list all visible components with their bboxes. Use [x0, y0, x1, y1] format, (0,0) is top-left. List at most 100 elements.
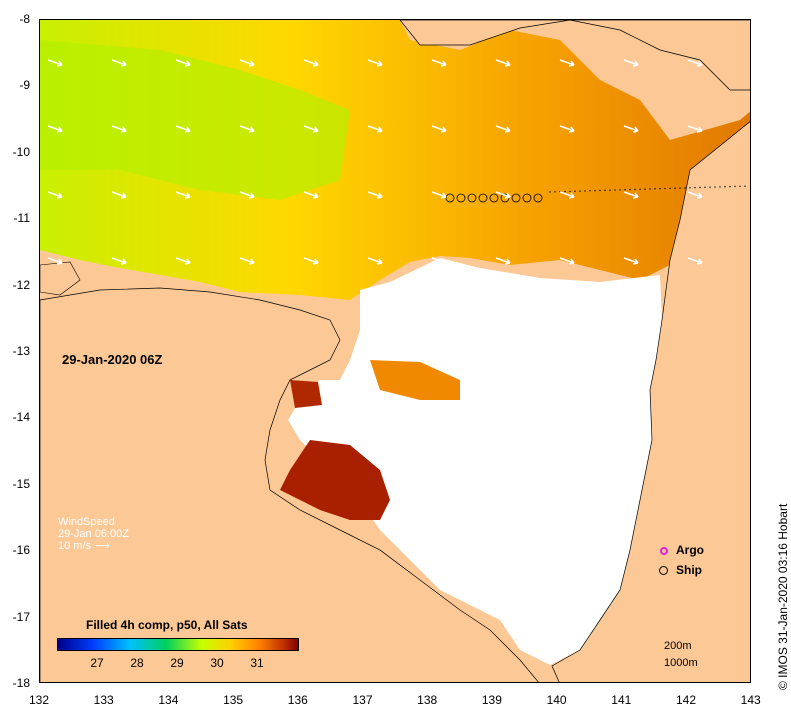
ship-position-marker: [489, 193, 499, 203]
wind-arrow: [623, 125, 639, 133]
lon-label: 133: [93, 693, 114, 707]
ship-track-dot: [574, 190, 576, 192]
ship-track-dot: [734, 185, 736, 188]
wind-legend-title: WindSpeed: [58, 516, 115, 528]
sst-green-patch: [40, 40, 350, 200]
wind-arrow: [47, 59, 63, 67]
lat-label: -15: [12, 476, 30, 491]
wind-arrow: [239, 59, 255, 67]
ship-position-marker: [456, 193, 466, 203]
land-west: [40, 287, 539, 682]
ship-track-dot: [649, 188, 651, 190]
ship-marker-icon: [659, 566, 668, 575]
lon-label: 138: [417, 693, 438, 707]
ship-track-dot: [564, 190, 566, 193]
lon-label: 132: [28, 693, 50, 707]
wind-legend-scale: 10 m/s ⟶: [58, 540, 110, 552]
ship-track-dot: [549, 191, 551, 193]
ship-track-dot: [659, 188, 661, 190]
ship-track-dot: [614, 189, 616, 191]
ship-track-dot: [654, 188, 656, 190]
ship-track-dot: [569, 190, 571, 193]
wind-arrow: [431, 257, 447, 265]
ship-track-dot: [634, 188, 636, 191]
lon-label: 137: [352, 693, 373, 707]
wind-arrow: [303, 59, 319, 67]
wind-arrow: [559, 191, 575, 199]
lon-label: 140: [546, 693, 567, 707]
sst-orange-patch: [370, 360, 460, 400]
land-island: [40, 261, 81, 296]
ship-track-dot: [664, 187, 666, 190]
wind-arrow: [367, 257, 383, 265]
depth-contour-label-200m: 200m: [664, 640, 692, 652]
colorbar-tick-label: 30: [210, 656, 224, 670]
ship-track-dot: [704, 186, 706, 189]
wind-arrow: [623, 191, 639, 199]
wind-arrow: [239, 191, 255, 199]
colorbar-title: Filled 4h comp, p50, All Sats: [86, 618, 248, 632]
legend-ship: Ship: [676, 563, 702, 577]
map-panel: [39, 19, 751, 683]
wind-arrow: [623, 59, 639, 67]
wind-arrow: [687, 125, 703, 133]
colorbar-tick-label: 28: [130, 656, 144, 670]
lat-label: -17: [12, 609, 30, 624]
wind-arrow: [239, 125, 255, 133]
lat-label: -12: [12, 277, 30, 292]
wind-arrow: [431, 191, 447, 199]
ship-track-dot: [639, 188, 641, 190]
wind-arrow: [495, 125, 511, 133]
legend-argo: Argo: [676, 543, 704, 557]
ship-track-dot: [689, 187, 691, 189]
wind-arrow: [175, 257, 191, 265]
map-timestamp: 29-Jan-2020 06Z: [62, 352, 163, 367]
wind-arrow: [111, 125, 127, 133]
cloud-cover: [288, 258, 662, 665]
ship-track-dot: [699, 186, 701, 189]
ship-track-dot: [684, 187, 686, 189]
lat-label: -11: [13, 211, 30, 226]
wind-arrow: [559, 125, 575, 133]
ship-track-dot: [619, 189, 621, 191]
wind-arrow: [303, 125, 319, 133]
land-north: [399, 20, 750, 91]
ship-track-dot: [579, 190, 581, 192]
ship-position-marker: [511, 193, 521, 203]
lon-label: 141: [611, 693, 632, 707]
wind-arrow: [175, 191, 191, 199]
lon-label: 136: [287, 693, 308, 707]
ship-track-dot: [714, 186, 716, 188]
ship-track-dot: [674, 187, 676, 189]
lon-label: 142: [675, 693, 697, 707]
sst-hot-patch: [280, 440, 390, 520]
ship-track-dot: [589, 190, 591, 192]
lat-label: -13: [12, 344, 30, 358]
colorbar: [57, 638, 299, 651]
wind-arrow: [495, 191, 511, 199]
wind-arrow: [47, 257, 63, 265]
wind-arrow: [687, 257, 703, 265]
wind-arrow: [175, 59, 191, 67]
wind-arrow: [47, 125, 63, 133]
ship-position-marker: [467, 193, 477, 203]
ship-track-dot: [739, 185, 741, 187]
ship-track-dot: [724, 186, 726, 188]
colorbar-tick-label: 31: [250, 656, 264, 670]
wind-arrow: [431, 125, 447, 133]
wind-arrow: [367, 59, 383, 67]
lat-label: -10: [12, 144, 30, 159]
ship-track-dot: [604, 189, 606, 192]
lat-label: -14: [12, 410, 30, 425]
ship-track-dot: [629, 188, 631, 191]
sst-map: [40, 20, 750, 682]
ship-track-dot: [669, 187, 671, 190]
lon-label: 134: [158, 693, 179, 707]
ship-track-dot: [709, 186, 711, 188]
ship-position-marker: [478, 193, 488, 203]
wind-arrow: [303, 257, 319, 265]
wind-arrow: [367, 125, 383, 133]
ship-track-dot: [554, 191, 556, 193]
lat-label: -16: [12, 543, 30, 558]
wind-arrow: [111, 191, 127, 199]
